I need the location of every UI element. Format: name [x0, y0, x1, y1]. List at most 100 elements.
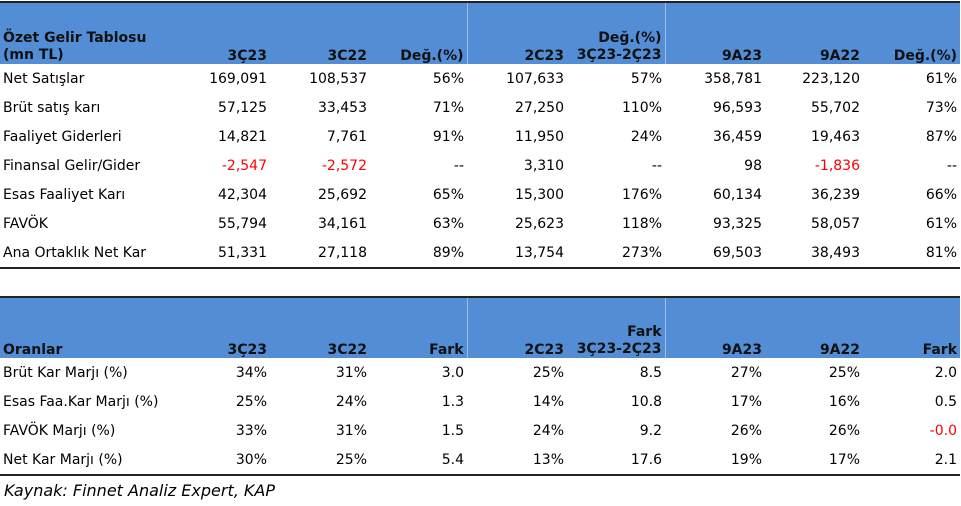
table-row: Finansal Gelir/Gider -2,547 -2,572 -- 3,310 -…: [0, 151, 960, 180]
table-cell: 34,161: [318, 215, 367, 232]
table-cell: 51,331: [218, 244, 267, 261]
table-cell: 16%: [828, 393, 860, 410]
table-cell: 13,754: [515, 244, 564, 261]
table-header-row: Oranlar 3Ç23 3C22 Fark 2C23 Fark 3Ç23-2Ç2…: [0, 297, 960, 358]
table-cell: 55,794: [218, 215, 267, 232]
table-cell: 57%: [630, 70, 662, 87]
row-label: Brüt satış karı: [3, 99, 101, 116]
table-cell: 61%: [925, 215, 957, 232]
table-cell: 30%: [235, 451, 267, 468]
table-cell: 2.1: [934, 451, 957, 468]
table-cell: 24%: [532, 422, 564, 439]
table-row: Esas Faa.Kar Marjı (%) 25% 24% 1.3 14% 10.8 17…: [0, 387, 960, 416]
table-cell: 25,623: [515, 215, 564, 232]
table-cell: 34%: [235, 364, 267, 381]
ratios-table: Oranlar 3Ç23 3C22 Fark 2C23 Fark 3Ç23-2Ç2…: [0, 296, 960, 476]
table-cell: -1,836: [814, 157, 860, 174]
table-cell: 36,459: [713, 128, 762, 145]
table-cell: 17%: [730, 393, 762, 410]
table-row: Ana Ortaklık Net Kar 51,331 27,118 89% 13,75…: [0, 238, 960, 268]
table-row: Faaliyet Giderleri 14,821 7,761 91% 11,950 24…: [0, 122, 960, 151]
table-cell: 176%: [621, 186, 662, 203]
table-cell: 110%: [621, 99, 662, 116]
table-cell: 107,633: [506, 70, 564, 87]
table-cell: 10.8: [630, 393, 662, 410]
column-header: 3Ç23: [170, 297, 270, 358]
column-header: Fark: [370, 297, 468, 358]
table-cell: 14%: [532, 393, 564, 410]
table-cell: 13%: [532, 451, 564, 468]
table-cell: 17.6: [630, 451, 662, 468]
table-cell: 19,463: [811, 128, 860, 145]
table-cell: 56%: [432, 70, 464, 87]
column-header: Değ.(%) 3Ç23-2Ç23: [567, 2, 666, 64]
row-label: Brüt Kar Marjı (%): [3, 364, 128, 381]
table-row: FAVÖK 55,794 34,161 63% 25,623 118% 93,325 58,0…: [0, 209, 960, 238]
table-cell: 17%: [828, 451, 860, 468]
table-title: Oranlar: [0, 297, 170, 358]
column-header: 9A22: [765, 2, 863, 64]
table-cell: 1.3: [441, 393, 464, 410]
row-label: Esas Faa.Kar Marjı (%): [3, 393, 159, 410]
column-header: Fark: [863, 297, 960, 358]
table-cell: 27,250: [515, 99, 564, 116]
table-cell: 96,593: [713, 99, 762, 116]
table-header-row: Özet Gelir Tablosu (mn TL) 3Ç23 3C22 Değ.…: [0, 2, 960, 64]
table-cell: 1.5: [441, 422, 464, 439]
table-cell: 25,692: [318, 186, 367, 203]
table-cell: 31%: [335, 364, 367, 381]
row-label: Faaliyet Giderleri: [3, 128, 122, 145]
column-header: 2C23: [467, 2, 567, 64]
table-cell: 24%: [335, 393, 367, 410]
table-cell: 24%: [630, 128, 662, 145]
source-note: Kaynak: Finnet Analiz Expert, KAP: [4, 481, 275, 500]
table-cell: 89%: [432, 244, 464, 261]
column-header: 9A23: [665, 297, 765, 358]
column-header: Fark 3Ç23-2Ç23: [567, 297, 666, 358]
table-cell: 69,503: [713, 244, 762, 261]
table-cell: 42,304: [218, 186, 267, 203]
table-title: Özet Gelir Tablosu (mn TL): [0, 2, 170, 64]
table-row: FAVÖK Marjı (%) 33% 31% 1.5 24% 9.2 26% 26% -0.0: [0, 416, 960, 445]
column-header: 3C22: [270, 2, 370, 64]
table-cell: 27,118: [318, 244, 367, 261]
row-label: Esas Faaliyet Karı: [3, 186, 126, 203]
table-cell: 66%: [925, 186, 957, 203]
table-cell: 169,091: [209, 70, 267, 87]
row-label: Net Satışlar: [3, 70, 85, 87]
column-header: 3C22: [270, 297, 370, 358]
table-cell: 3,310: [523, 157, 564, 174]
table-cell: 58,057: [811, 215, 860, 232]
table-cell: 38,493: [811, 244, 860, 261]
table-cell: 81%: [925, 244, 957, 261]
table-cell: 25%: [532, 364, 564, 381]
table-cell: --: [651, 157, 662, 174]
table-cell: 26%: [730, 422, 762, 439]
table-cell: 358,781: [704, 70, 762, 87]
table-cell: 98: [744, 157, 762, 174]
table-cell: -2,547: [221, 157, 267, 174]
table-cell: 36,239: [811, 186, 860, 203]
table-cell: 108,537: [309, 70, 367, 87]
table-cell: 11,950: [515, 128, 564, 145]
row-label: Finansal Gelir/Gider: [3, 157, 141, 174]
table-cell: 14,821: [218, 128, 267, 145]
table-cell: 33%: [235, 422, 267, 439]
table-cell: --: [946, 157, 957, 174]
row-label: Ana Ortaklık Net Kar: [3, 244, 147, 261]
table-cell: 223,120: [802, 70, 860, 87]
table-cell: 26%: [828, 422, 860, 439]
table-cell: 27%: [730, 364, 762, 381]
table-cell: 71%: [432, 99, 464, 116]
table-cell: 5.4: [441, 451, 464, 468]
table-row: Net Satışlar 169,091 108,537 56% 107,633 57% 3…: [0, 64, 960, 93]
table-cell: 73%: [925, 99, 957, 116]
table-cell: -0.0: [929, 422, 957, 439]
table-cell: 91%: [432, 128, 464, 145]
column-header: 2C23: [467, 297, 567, 358]
table-cell: 57,125: [218, 99, 267, 116]
table-cell: 61%: [925, 70, 957, 87]
table-cell: --: [453, 157, 464, 174]
column-header: 9A23: [665, 2, 765, 64]
table-cell: 63%: [432, 215, 464, 232]
